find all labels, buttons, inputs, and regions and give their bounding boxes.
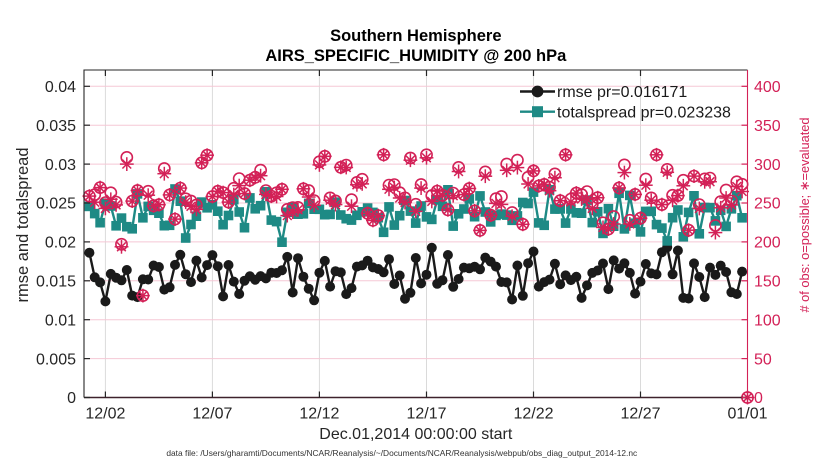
- svg-text:350: 350: [754, 118, 781, 135]
- svg-text:12/07: 12/07: [192, 406, 232, 423]
- svg-text:12/22: 12/22: [513, 406, 553, 423]
- svg-text:0.005: 0.005: [36, 351, 76, 368]
- svg-text:300: 300: [754, 157, 781, 174]
- svg-text:150: 150: [754, 274, 781, 291]
- svg-text:AIRS_SPECIFIC_HUMIDITY @ 200 h: AIRS_SPECIFIC_HUMIDITY @ 200 hPa: [265, 47, 567, 65]
- svg-text:400: 400: [754, 79, 781, 96]
- svg-text:12/27: 12/27: [620, 406, 660, 423]
- svg-text:200: 200: [754, 235, 781, 252]
- svg-text:data file: /Users/gharamti/Doc: data file: /Users/gharamti/Documents/NCA…: [166, 448, 637, 458]
- svg-text:0.025: 0.025: [36, 196, 76, 213]
- svg-text:12/17: 12/17: [406, 406, 446, 423]
- svg-text:0.035: 0.035: [36, 118, 76, 135]
- svg-text:Southern Hemisphere: Southern Hemisphere: [330, 27, 501, 45]
- svg-text:0.01: 0.01: [45, 312, 76, 329]
- svg-text:01/01: 01/01: [727, 406, 767, 423]
- svg-text:0.03: 0.03: [45, 157, 76, 174]
- svg-text:0.04: 0.04: [45, 79, 76, 96]
- svg-text:0: 0: [67, 390, 76, 407]
- svg-text:250: 250: [754, 196, 781, 213]
- svg-text:0: 0: [754, 390, 763, 407]
- svg-text:Dec.01,2014 00:00:00 start: Dec.01,2014 00:00:00 start: [319, 426, 513, 443]
- svg-text:50: 50: [754, 351, 772, 368]
- svg-text:rmse pr=0.016171: rmse pr=0.016171: [557, 84, 687, 101]
- svg-text:12/12: 12/12: [299, 406, 339, 423]
- svg-text:totalspread pr=0.023238: totalspread pr=0.023238: [557, 104, 731, 121]
- svg-text:0.015: 0.015: [36, 274, 76, 291]
- svg-text:100: 100: [754, 312, 781, 329]
- svg-text:0.02: 0.02: [45, 235, 76, 252]
- svg-text:# of obs: o=possible; ∗=evalua: # of obs: o=possible; ∗=evaluated: [797, 118, 812, 313]
- svg-text:rmse and totalspread: rmse and totalspread: [14, 147, 32, 302]
- svg-text:12/02: 12/02: [85, 406, 125, 423]
